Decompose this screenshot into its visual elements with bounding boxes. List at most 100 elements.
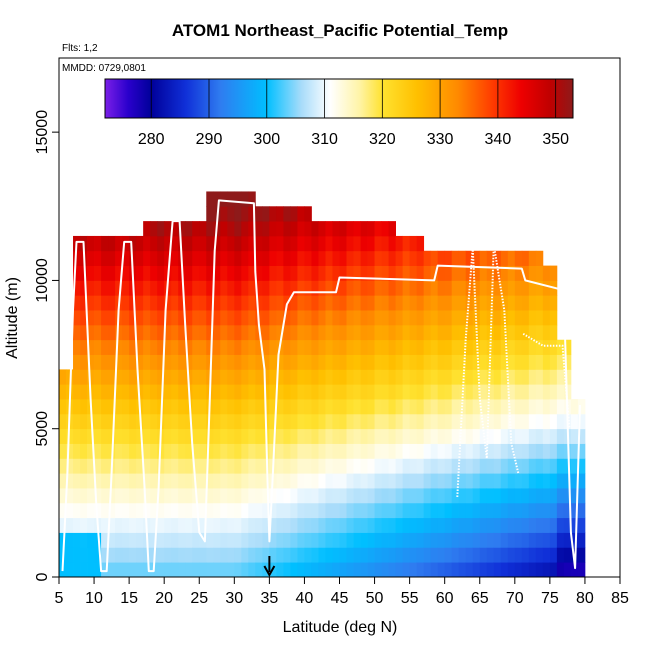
heatmap-cell bbox=[150, 250, 158, 266]
heatmap-cell bbox=[129, 295, 137, 311]
heatmap-cell bbox=[150, 310, 158, 326]
heatmap-cell bbox=[507, 502, 516, 519]
heatmap-cell bbox=[577, 428, 586, 444]
heatmap-cell bbox=[346, 502, 354, 519]
heatmap-cell bbox=[164, 488, 172, 504]
heatmap-cell bbox=[339, 310, 347, 326]
heatmap-cell bbox=[248, 532, 256, 548]
heatmap-cell bbox=[507, 354, 516, 370]
heatmap-cell bbox=[262, 324, 270, 341]
heatmap-cell bbox=[185, 428, 193, 444]
heatmap-cell bbox=[220, 517, 228, 533]
heatmap-cell bbox=[395, 280, 404, 296]
heatmap-cell bbox=[290, 235, 298, 252]
heatmap-cell bbox=[101, 265, 109, 281]
heatmap-cell bbox=[297, 488, 305, 504]
heatmap-cell bbox=[360, 384, 368, 400]
heatmap-cell bbox=[416, 502, 425, 519]
heatmap-cell bbox=[199, 399, 207, 415]
heatmap-cell bbox=[346, 250, 354, 266]
x-tick-label: 50 bbox=[366, 590, 384, 607]
heatmap-cell bbox=[94, 354, 102, 370]
heatmap-cell bbox=[360, 562, 368, 577]
heatmap-cell bbox=[472, 428, 481, 444]
heatmap-cell bbox=[213, 488, 221, 504]
heatmap-cell bbox=[283, 443, 291, 459]
heatmap-cell bbox=[157, 517, 165, 533]
heatmap-cell bbox=[136, 324, 144, 341]
heatmap-cell bbox=[248, 413, 256, 430]
heatmap-cell bbox=[416, 473, 425, 489]
heatmap-cell bbox=[73, 428, 81, 444]
heatmap-cell bbox=[80, 458, 88, 474]
heatmap-cell bbox=[150, 502, 158, 519]
heatmap-cell bbox=[339, 221, 347, 237]
heatmap-cell bbox=[73, 547, 81, 563]
heatmap-cell bbox=[178, 310, 186, 326]
heatmap-cell bbox=[143, 369, 151, 385]
heatmap-cell bbox=[108, 488, 116, 504]
heatmap-cell bbox=[444, 413, 453, 430]
heatmap-cell bbox=[437, 547, 446, 563]
heatmap-cell bbox=[388, 413, 396, 430]
heatmap-cell bbox=[556, 339, 565, 355]
heatmap-cell bbox=[423, 354, 432, 370]
heatmap-cell bbox=[80, 295, 88, 311]
heatmap-cell bbox=[542, 488, 551, 504]
heatmap-cell bbox=[493, 354, 502, 370]
heatmap-cell bbox=[101, 443, 109, 459]
heatmap-cell bbox=[269, 265, 277, 281]
heatmap-cell bbox=[227, 399, 235, 415]
heatmap-cell bbox=[465, 280, 474, 296]
heatmap-cell bbox=[458, 473, 467, 489]
heatmap-cell bbox=[486, 384, 495, 400]
heatmap-cell bbox=[150, 384, 158, 400]
heatmap-cell bbox=[367, 488, 375, 504]
heatmap-cell bbox=[136, 473, 144, 489]
heatmap-cell bbox=[451, 413, 460, 430]
heatmap-cell bbox=[115, 413, 123, 430]
heatmap-cell bbox=[458, 324, 467, 341]
heatmap-cell bbox=[465, 488, 474, 504]
heatmap-cell bbox=[94, 428, 102, 444]
heatmap-cell bbox=[276, 413, 284, 430]
heatmap-cell bbox=[234, 221, 242, 237]
heatmap-cell bbox=[493, 502, 502, 519]
heatmap-cell bbox=[143, 324, 151, 341]
heatmap-cell bbox=[570, 399, 579, 415]
heatmap-cell bbox=[143, 473, 151, 489]
heatmap-cell bbox=[199, 428, 207, 444]
heatmap-cell bbox=[178, 354, 186, 370]
heatmap-cell bbox=[227, 428, 235, 444]
heatmap-cell bbox=[66, 473, 74, 489]
heatmap-cell bbox=[416, 458, 425, 474]
heatmap-cell bbox=[283, 413, 291, 430]
heatmap-cell bbox=[500, 562, 509, 577]
heatmap-cell bbox=[143, 547, 151, 563]
heatmap-cell bbox=[388, 221, 396, 237]
heatmap-cell bbox=[115, 369, 123, 385]
heatmap-cell bbox=[388, 562, 396, 577]
heatmap-cell bbox=[465, 428, 474, 444]
heatmap-cell bbox=[311, 562, 319, 577]
heatmap-cell bbox=[80, 428, 88, 444]
heatmap-cell bbox=[500, 384, 509, 400]
heatmap-cell bbox=[339, 235, 347, 252]
heatmap-cell bbox=[234, 250, 242, 266]
heatmap-cell bbox=[178, 369, 186, 385]
heatmap-cell bbox=[367, 532, 375, 548]
heatmap-cell bbox=[150, 517, 158, 533]
heatmap-cell bbox=[87, 250, 95, 266]
heatmap-cell bbox=[514, 428, 523, 444]
heatmap-cell bbox=[241, 339, 249, 355]
heatmap-cell bbox=[185, 280, 193, 296]
heatmap-cell bbox=[409, 265, 418, 281]
heatmap-cell bbox=[297, 443, 305, 459]
heatmap-cell bbox=[388, 295, 396, 311]
heatmap-cell bbox=[374, 265, 382, 281]
heatmap-cell bbox=[269, 399, 277, 415]
heatmap-cell bbox=[136, 265, 144, 281]
heatmap-cell bbox=[255, 250, 263, 266]
heatmap-cell bbox=[73, 354, 81, 370]
heatmap-cell bbox=[80, 473, 88, 489]
